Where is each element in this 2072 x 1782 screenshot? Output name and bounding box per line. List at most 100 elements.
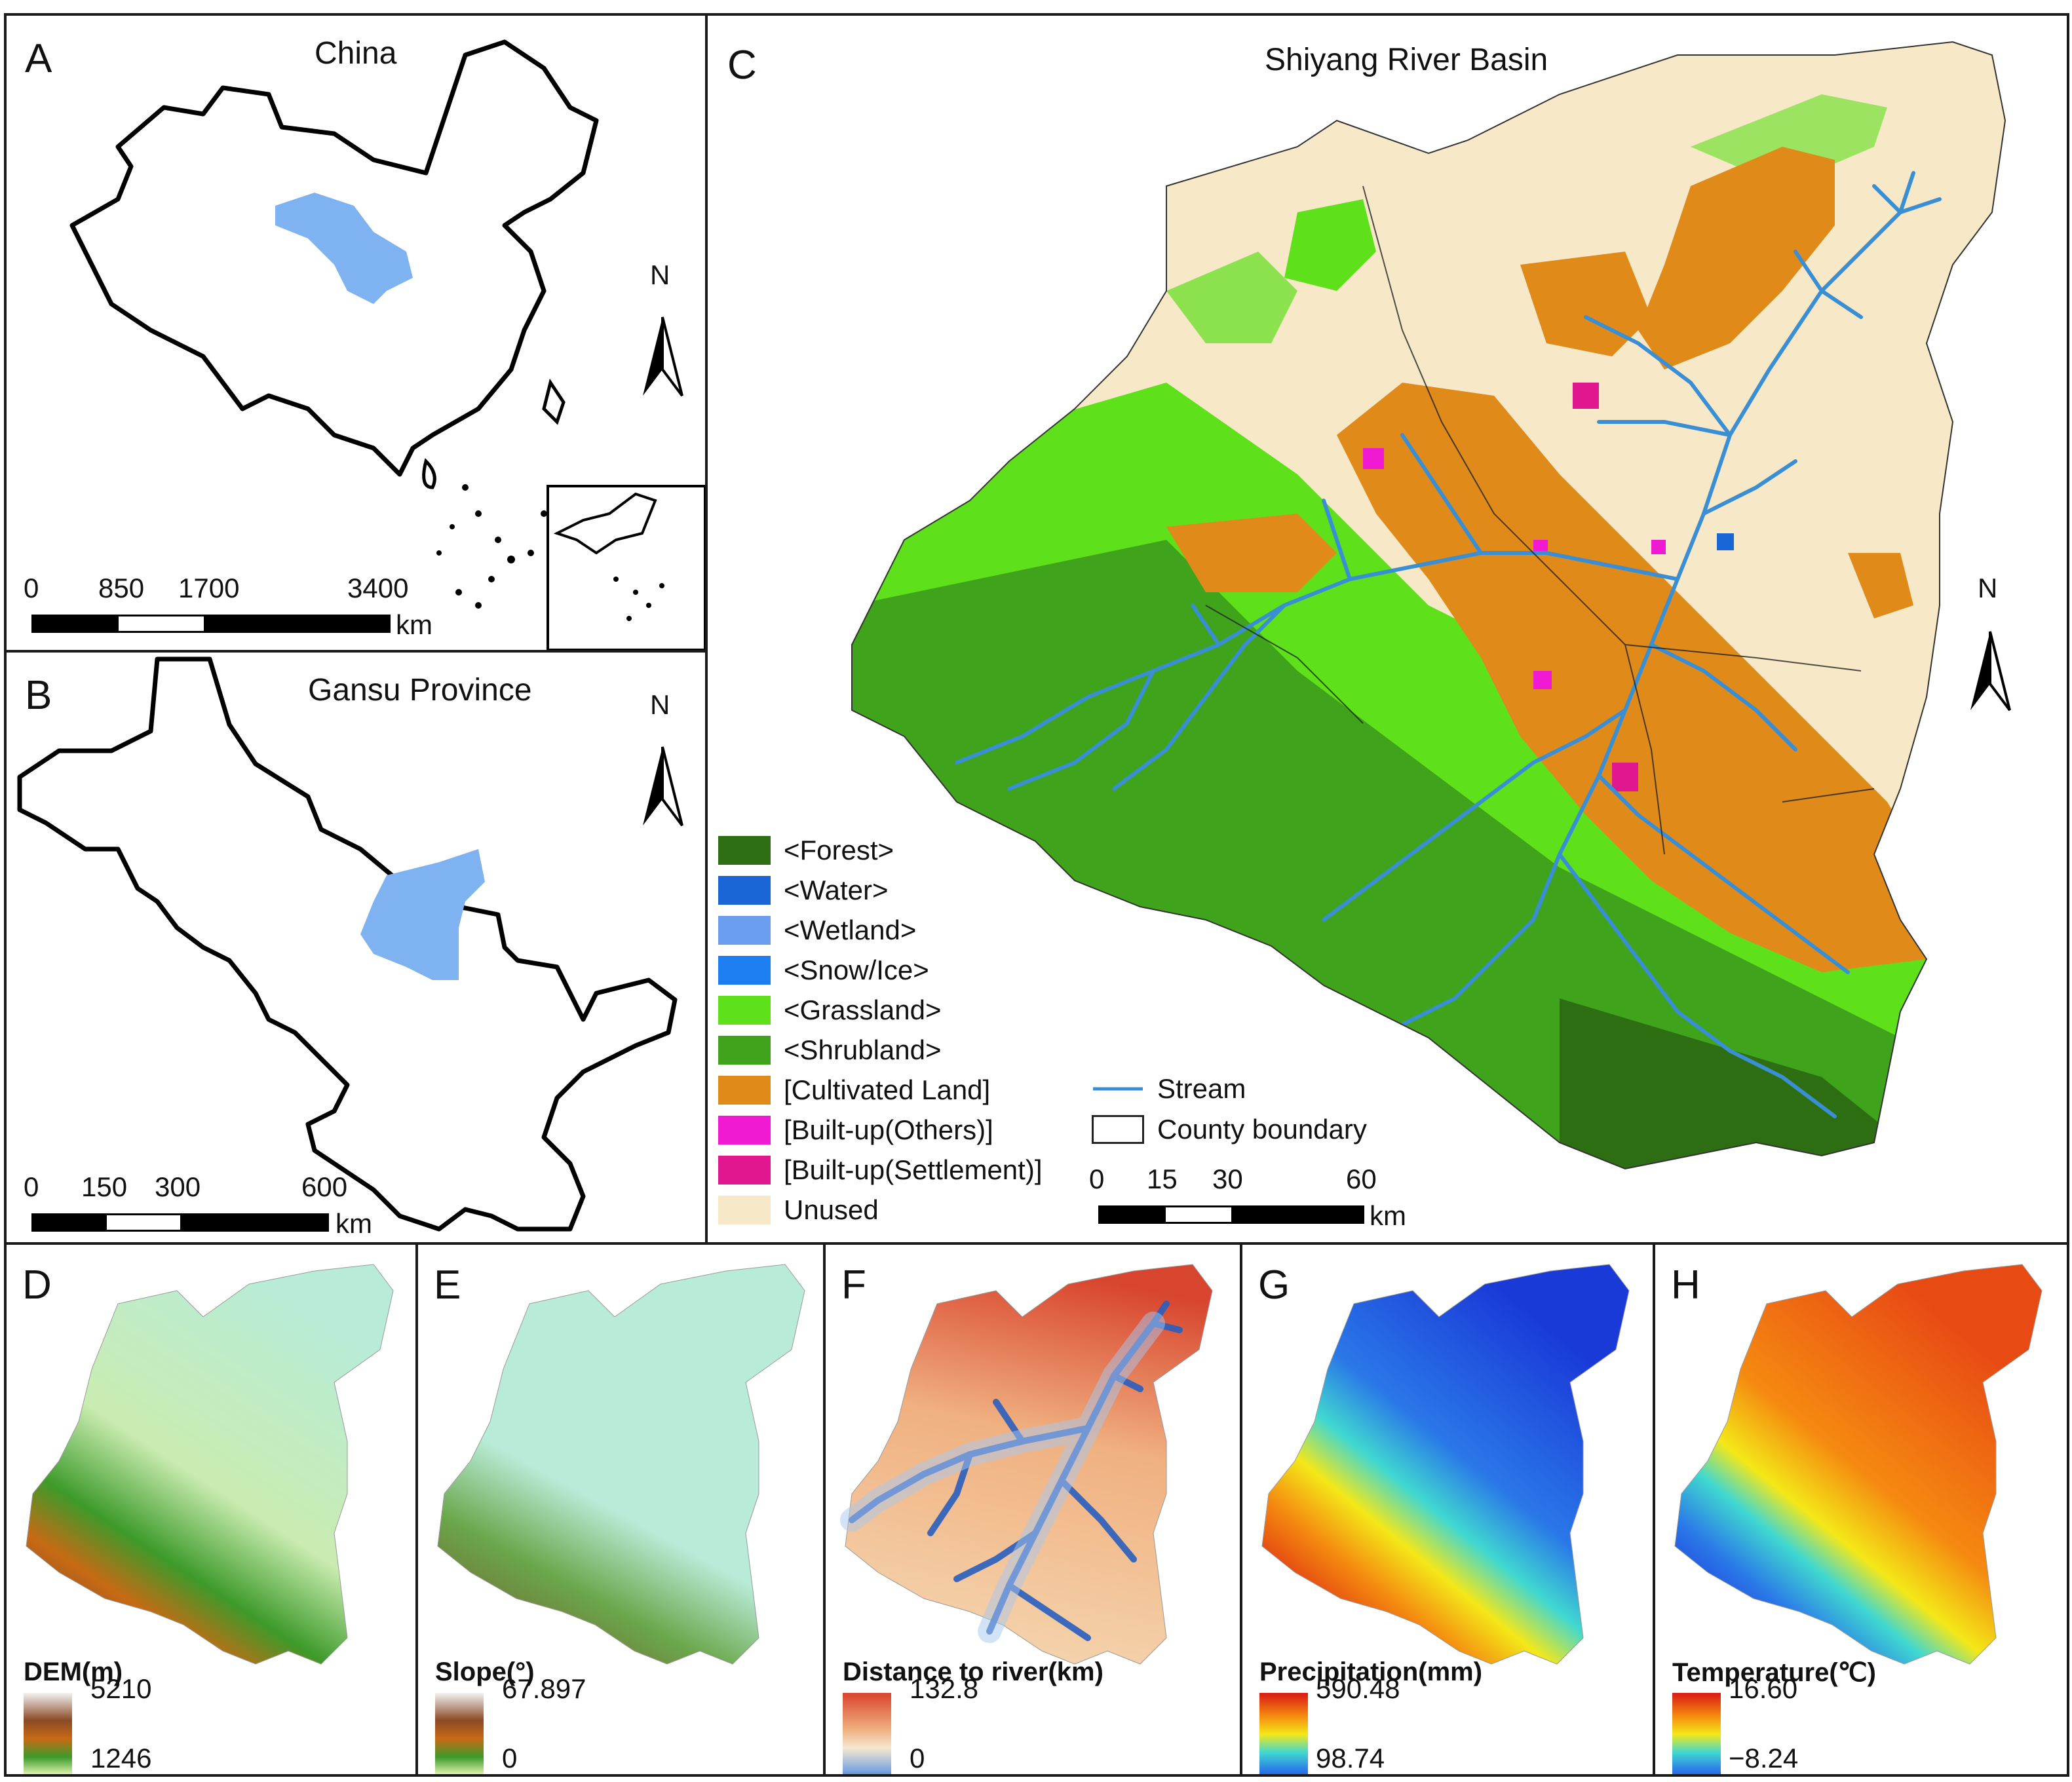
legend-label: [Cultivated Land] bbox=[784, 1074, 991, 1105]
scale-unit: km bbox=[396, 609, 432, 640]
legend-item-snow-ice: <Snow/Ice> bbox=[718, 953, 929, 987]
legend-label: <Water> bbox=[784, 875, 889, 905]
scale-tick: 0 bbox=[1089, 1164, 1105, 1194]
scale-unit: km bbox=[336, 1208, 372, 1239]
gansu-highlight-shape bbox=[275, 193, 413, 304]
county-boundary-swatch bbox=[1092, 1115, 1144, 1144]
gansu-outline-map bbox=[17, 656, 678, 1232]
legend-label: <Grassland> bbox=[784, 995, 942, 1025]
ramp-min-value: 0 bbox=[910, 1743, 925, 1773]
panel-c-land-use: C Shiyang River Basin bbox=[705, 13, 2069, 1245]
legend-item-stream: Stream bbox=[1092, 1072, 1246, 1106]
map-title: Shiyang River Basin bbox=[1265, 43, 1548, 77]
distance-raster-map bbox=[840, 1264, 1213, 1665]
legend-label: <Wetland> bbox=[784, 915, 917, 945]
ramp-title: Temperature(℃) bbox=[1672, 1658, 1876, 1687]
panel-d-dem: D DEM(m) 5210 1246 bbox=[4, 1242, 418, 1777]
legend-swatch bbox=[718, 876, 771, 905]
temperature-raster-map bbox=[1674, 1264, 2043, 1665]
panel-f-distance-to-river: F Distance to river(km) 132.8 0 bbox=[823, 1242, 1242, 1777]
legend-swatch bbox=[718, 1076, 771, 1105]
panel-b-gansu: B Gansu Province N 0 150 300 600 km bbox=[4, 650, 708, 1245]
legend-swatch bbox=[718, 1116, 771, 1145]
ramp-max-value: 590.48 bbox=[1316, 1673, 1400, 1704]
ramp-title: Distance to river(km) bbox=[843, 1658, 1103, 1686]
ramp-min-value: 98.74 bbox=[1316, 1743, 1385, 1773]
scale-tick: 0 bbox=[24, 573, 39, 603]
legend-item-wetland: <Wetland> bbox=[718, 913, 916, 947]
legend-item-county-boundary: County boundary bbox=[1092, 1112, 1367, 1147]
slope-raster-map bbox=[437, 1264, 805, 1665]
land-use-map bbox=[851, 41, 2006, 1170]
scale-bar bbox=[1098, 1205, 1364, 1224]
precipitation-color-ramp bbox=[1259, 1693, 1308, 1774]
legend-label: <Snow/Ice> bbox=[784, 955, 929, 985]
ramp-title: Slope(°) bbox=[435, 1658, 535, 1686]
scale-bar bbox=[31, 615, 391, 633]
north-label: N bbox=[650, 689, 670, 720]
legend-label: <Forest> bbox=[784, 835, 894, 865]
temperature-color-ramp bbox=[1672, 1693, 1721, 1774]
china-outline-map bbox=[69, 39, 705, 650]
panel-g-precipitation: G Precipitation(mm) 590.48 98.74 bbox=[1240, 1242, 1655, 1777]
scale-tick: 3400 bbox=[347, 573, 409, 603]
panel-e-slope: E Slope(°) 67.897 0 bbox=[415, 1242, 826, 1777]
legend-swatch bbox=[718, 1156, 771, 1185]
legend-item-unused: Unused bbox=[718, 1193, 879, 1227]
line-legend: Stream County boundary bbox=[1092, 1072, 1459, 1157]
ramp-title: Precipitation(mm) bbox=[1259, 1658, 1483, 1686]
legend-label: County boundary bbox=[1157, 1114, 1367, 1145]
panel-letter: H bbox=[1671, 1262, 1700, 1308]
panel-letter: A bbox=[25, 36, 52, 81]
ramp-max-value: 132.8 bbox=[910, 1673, 979, 1704]
scale-tick: 300 bbox=[155, 1171, 201, 1202]
legend-item-built-up-settlement: [Built-up(Settlement)] bbox=[718, 1153, 1043, 1187]
legend-swatch bbox=[718, 1196, 771, 1224]
basin-highlight-shape bbox=[360, 849, 485, 980]
legend-swatch bbox=[718, 836, 771, 865]
legend-swatch bbox=[718, 956, 771, 985]
map-title: Gansu Province bbox=[308, 673, 532, 708]
dem-color-ramp bbox=[24, 1693, 72, 1774]
land-use-legend: <Forest> <Water> <Wetland> <Snow/Ice> <G… bbox=[718, 833, 1124, 1240]
distance-color-ramp bbox=[843, 1693, 891, 1774]
legend-label: [Built-up(Others)] bbox=[784, 1114, 993, 1145]
panel-letter: E bbox=[434, 1262, 461, 1308]
scale-tick: 60 bbox=[1346, 1164, 1377, 1194]
north-arrow-icon bbox=[643, 316, 683, 397]
legend-item-water: <Water> bbox=[718, 873, 889, 907]
ramp-title: DEM(m) bbox=[24, 1658, 123, 1686]
ramp-min-value: −8.24 bbox=[1729, 1743, 1799, 1773]
scale-tick: 15 bbox=[1147, 1164, 1178, 1194]
scale-tick: 1700 bbox=[178, 573, 240, 603]
legend-label: <Shrubland> bbox=[784, 1034, 942, 1065]
slope-color-ramp bbox=[435, 1693, 484, 1774]
scale-bar bbox=[31, 1213, 329, 1232]
legend-label: Stream bbox=[1157, 1073, 1246, 1104]
scale-tick: 150 bbox=[81, 1171, 128, 1202]
panel-h-temperature: H Temperature(℃) 16.60 −8.24 bbox=[1653, 1242, 2069, 1777]
stream-line-icon bbox=[1093, 1087, 1143, 1091]
ramp-min-value: 1246 bbox=[90, 1743, 152, 1773]
scale-tick: 0 bbox=[24, 1171, 39, 1202]
panel-a-china: A China N 0 850 1700 3400 km bbox=[4, 13, 708, 653]
north-label: N bbox=[650, 259, 670, 290]
scale-tick: 600 bbox=[301, 1171, 348, 1202]
north-arrow-icon bbox=[1970, 631, 2011, 711]
legend-swatch bbox=[718, 996, 771, 1025]
panel-letter: G bbox=[1258, 1262, 1290, 1308]
legend-item-cultivated-land: [Cultivated Land] bbox=[718, 1073, 990, 1107]
map-title: China bbox=[315, 36, 397, 71]
ramp-min-value: 0 bbox=[502, 1743, 518, 1773]
legend-item-forest: <Forest> bbox=[718, 833, 894, 867]
north-arrow-icon bbox=[643, 746, 683, 827]
panel-letter: C bbox=[727, 43, 757, 88]
legend-item-shrubland: <Shrubland> bbox=[718, 1033, 942, 1067]
scale-tick: 30 bbox=[1212, 1164, 1243, 1194]
scale-tick: 850 bbox=[98, 573, 145, 603]
dem-raster-map bbox=[26, 1264, 394, 1665]
scale-unit: km bbox=[1370, 1200, 1406, 1231]
ramp-max-value: 67.897 bbox=[502, 1673, 586, 1704]
panel-letter: B bbox=[25, 673, 52, 718]
legend-label: [Built-up(Settlement)] bbox=[784, 1154, 1043, 1185]
